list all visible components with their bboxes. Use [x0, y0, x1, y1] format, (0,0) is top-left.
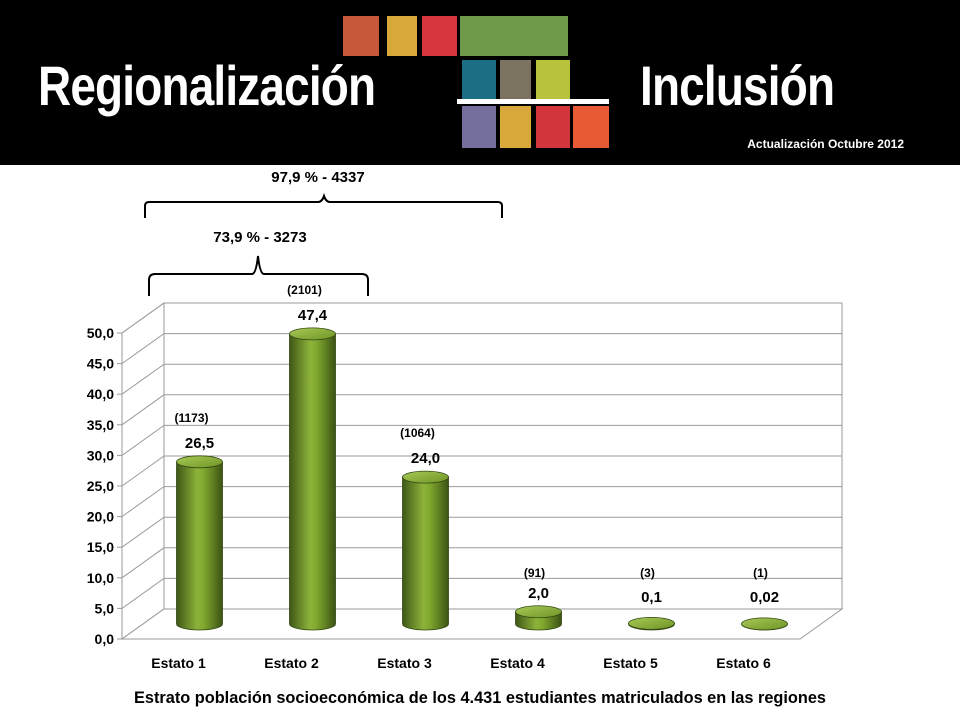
bar-count-label: (1064) [400, 426, 435, 440]
gridline [121, 486, 842, 518]
gridline [121, 516, 842, 548]
bar-value-label: 2,0 [528, 585, 549, 602]
bar-cap [515, 605, 562, 619]
title-regionalizacion: Regionalización [38, 54, 376, 117]
y-tick-label: 50,0 [87, 325, 114, 341]
x-tick-label: Estato 3 [377, 655, 432, 671]
outer-bracket [144, 192, 503, 218]
bar-value-label: 0,1 [641, 589, 662, 606]
bar-body [289, 333, 336, 631]
logo-square [343, 16, 379, 56]
bar-cap [741, 617, 788, 631]
bar-value-label: 24,0 [411, 450, 440, 467]
gridline [121, 363, 842, 395]
x-tick-label: Estato 4 [490, 655, 545, 671]
bar-body [402, 476, 449, 631]
bar-value-label: 26,5 [185, 435, 214, 452]
logo-square [460, 16, 568, 56]
bar-cap [402, 470, 449, 484]
bar-value-label: 0,02 [750, 589, 779, 606]
x-tick-label: Estato 5 [603, 655, 658, 671]
y-tick-label: 45,0 [87, 356, 114, 372]
bar [402, 470, 449, 631]
title-inclusion: Inclusión [640, 54, 835, 117]
bar-cap [176, 455, 223, 469]
x-axis: Estato 1 Estato 2 Estato 3 Estato 4 Estato 5… [151, 655, 771, 671]
inner-bracket [148, 255, 369, 296]
bar [741, 617, 788, 631]
gridline [121, 333, 842, 365]
bar-body [176, 461, 223, 631]
logo-square [500, 60, 531, 100]
logo-square [573, 106, 609, 148]
bar-value-label: 47,4 [298, 307, 328, 324]
y-tick-label: 10,0 [87, 570, 114, 586]
gridline [121, 455, 842, 487]
gridline [121, 424, 842, 456]
bar-count-label: (1) [753, 566, 768, 580]
bar-chart: 97,9 % - 4337 73,9 % - 3273 0,0 5,0 10,0 15… [87, 169, 844, 671]
bracket-annotations: 97,9 % - 4337 73,9 % - 3273 [144, 169, 503, 296]
y-tick-label: 0,0 [95, 631, 115, 647]
logo-square [462, 106, 496, 148]
logo-square [536, 106, 570, 148]
header-banner: Regionalización Inclusión Actualización … [0, 0, 960, 165]
gridline [121, 547, 842, 579]
y-tick-label: 5,0 [95, 600, 115, 616]
chart-caption: Estrato población socioeconómica de los … [133, 688, 827, 707]
bar-count-label: (2101) [287, 283, 322, 297]
y-tick-label: 25,0 [87, 478, 114, 494]
logo-square [387, 16, 417, 56]
logo-square [462, 60, 496, 100]
bars: 26,5 (1173) 47,4 (2101) 24,0 (1064) 2,0 (91) 0,1… [174, 283, 788, 631]
logo-square [500, 106, 531, 148]
x-tick-label: Estato 6 [716, 655, 771, 671]
logo-square [536, 60, 570, 100]
gridline [121, 394, 842, 426]
inner-bracket-label: 73,9 % - 3273 [213, 229, 306, 246]
bar [628, 616, 675, 631]
floor [120, 608, 844, 640]
y-tick-label: 15,0 [87, 539, 114, 555]
bar-count-label: (91) [524, 566, 545, 580]
y-axis: 0,0 5,0 10,0 15,0 20,0 25,0 30,0 35,0 40,0 45,0 50… [87, 325, 123, 647]
outer-bracket-label: 97,9 % - 4337 [271, 169, 364, 186]
logo-square [422, 16, 457, 56]
bar [515, 605, 562, 631]
y-tick-label: 30,0 [87, 447, 114, 463]
y-tick-label: 20,0 [87, 509, 114, 525]
y-tick-label: 35,0 [87, 417, 114, 433]
update-note: Actualización Octubre 2012 [747, 137, 904, 151]
gridline [121, 577, 842, 609]
x-tick-label: Estato 2 [264, 655, 319, 671]
bar-count-label: (3) [640, 566, 655, 580]
plot-area [120, 302, 844, 640]
bar-cap [628, 616, 675, 630]
bar [289, 327, 336, 631]
bar-cap [289, 327, 336, 341]
y-tick-label: 40,0 [87, 386, 114, 402]
gridline [121, 302, 842, 334]
logo-divider [457, 99, 609, 104]
x-tick-label: Estato 1 [151, 655, 206, 671]
bar-count-label: (1173) [174, 411, 208, 425]
bar [176, 455, 223, 631]
